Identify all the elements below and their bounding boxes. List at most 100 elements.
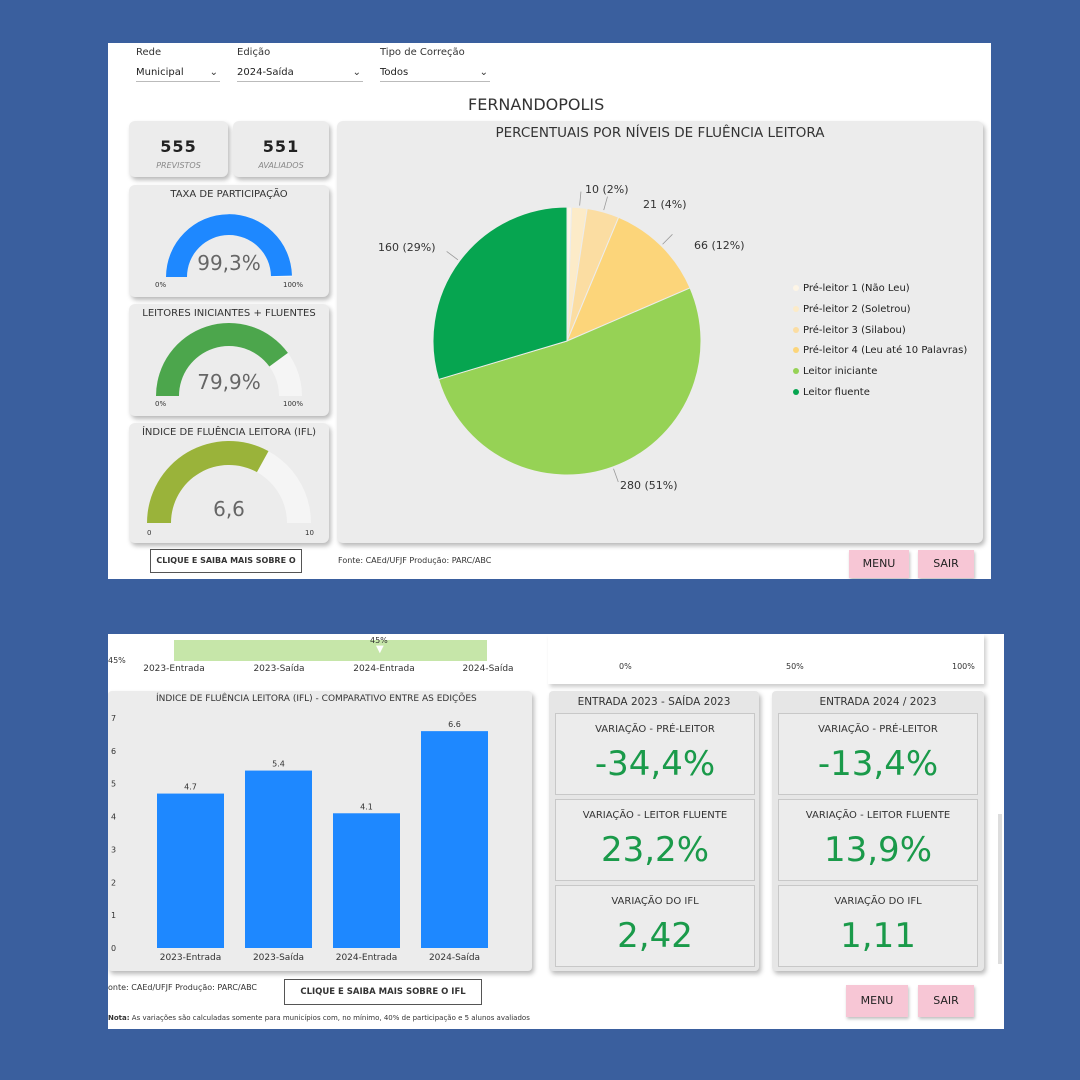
legend-label: Pré-leitor 3 (Silabou) xyxy=(803,325,906,336)
ifl-info-button[interactable]: CLIQUE E SAIBA MAIS SOBRE O IFL xyxy=(284,979,482,1005)
gauge-min-label: 0% xyxy=(155,281,167,289)
bar-2024-entrada[interactable] xyxy=(333,813,400,948)
partial-category: 2023-Entrada xyxy=(143,664,205,674)
legend-label: Leitor iniciante xyxy=(803,366,878,377)
bar-chart: 0 1 2 3 4 5 6 7 4.7 2023-Entrada 5.4 2023-Saída 4.1 2… xyxy=(111,714,488,963)
pie-leader-line xyxy=(613,468,619,483)
note-label: Nota: xyxy=(108,1014,130,1022)
legend-label: Leitor fluente xyxy=(803,387,870,398)
gauge-fill xyxy=(166,214,292,277)
partial-marker-icon: ▼ xyxy=(376,644,384,655)
partial-category: 2024-Entrada xyxy=(353,664,415,674)
variation-value: 23,2% xyxy=(600,830,709,870)
previstos-card: 555 PREVISTOS xyxy=(129,121,228,177)
partial-band xyxy=(174,640,487,661)
y-tick-label: 4 xyxy=(111,813,116,822)
variation-card-pre-leitor: VARIAÇÃO - PRÉ-LEITOR -34,4% xyxy=(555,713,755,795)
variation-panel-2023: ENTRADA 2023 - SAÍDA 2023 VARIAÇÃO - PRÉ… xyxy=(549,691,759,971)
pie-chart xyxy=(432,191,702,483)
chevron-down-icon: ⌄ xyxy=(479,67,488,78)
filter-edicao-label: Edição xyxy=(237,47,271,58)
pie-label-pre-leitor-2: 10 (2%) xyxy=(585,183,629,196)
variation-title: VARIAÇÃO DO IFL xyxy=(834,896,922,907)
gauge-leitores xyxy=(156,323,302,396)
previstos-value: 555 xyxy=(160,137,197,156)
pie-slice-leitor-iniciante[interactable] xyxy=(438,287,702,476)
gauge-max-label: 100% xyxy=(283,400,304,408)
city-title: FERNANDOPOLIS xyxy=(468,95,605,114)
ifl-info-button[interactable]: CLIQUE E SAIBA MAIS SOBRE O IFL xyxy=(150,549,302,579)
pie-label-leitor-fluente: 160 (29%) xyxy=(378,241,436,254)
filter-correcao-value: Todos xyxy=(380,67,409,78)
pie-label-leitor-iniciante: 280 (51%) xyxy=(620,479,678,492)
variation-value: 1,11 xyxy=(840,916,916,956)
note-text: Nota: As variações são calculadas soment… xyxy=(108,1014,530,1022)
legend-item-pre-leitor-2: Pré-leitor 2 (Soletrou) xyxy=(793,304,911,315)
variation-title: VARIAÇÃO - LEITOR FLUENTE xyxy=(805,810,951,821)
legend-dot xyxy=(793,327,799,333)
avaliados-card: 551 AVALIADOS xyxy=(233,121,329,177)
sair-button[interactable]: SAIR xyxy=(918,550,974,578)
bar-2023-saída[interactable] xyxy=(245,770,312,948)
gauge-fill xyxy=(156,323,288,396)
gauge-card-leitores: LEITORES INICIANTES + FLUENTES 79,9% 0% … xyxy=(129,304,329,416)
variation-card-ifl: VARIAÇÃO DO IFL 1,11 xyxy=(778,885,978,967)
partial-chart-left: 45% ▼ 45% 2023-Entrada 2023-Saída 2024-E… xyxy=(108,634,531,684)
legend-dot xyxy=(793,306,799,312)
variation-value: -34,4% xyxy=(594,744,716,784)
bar-2024-saída[interactable] xyxy=(421,731,488,948)
scrollbar-track[interactable] xyxy=(998,814,1002,964)
variation-value: 2,42 xyxy=(617,916,693,956)
legend-item-leitor-iniciante: Leitor iniciante xyxy=(793,366,877,377)
y-tick-label: 2 xyxy=(111,878,116,887)
ifl-bar-chart-card: ÍNDICE DE FLUÊNCIA LEITORA (IFL) - COMPA… xyxy=(108,691,532,971)
bar-value-label: 4.7 xyxy=(184,783,197,792)
variation-panel-2024: ENTRADA 2024 / 2023 VARIAÇÃO - PRÉ-LEITO… xyxy=(772,691,984,971)
variation-title: VARIAÇÃO - PRÉ-LEITOR xyxy=(818,724,938,735)
partial-chart-right: 0% 50% 100% xyxy=(548,634,984,684)
gauge-value: 6,6 xyxy=(213,497,245,521)
partial-tick: 100% xyxy=(952,662,975,671)
legend-item-pre-leitor-3: Pré-leitor 3 (Silabou) xyxy=(793,325,906,336)
partial-category: 2024-Saída xyxy=(462,664,514,674)
legend-label: Pré-leitor 2 (Soletrou) xyxy=(803,304,911,315)
variation-title: VARIAÇÃO - PRÉ-LEITOR xyxy=(595,724,715,735)
sair-button[interactable]: SAIR xyxy=(918,985,974,1017)
chevron-down-icon: ⌄ xyxy=(352,67,361,78)
menu-button[interactable]: MENU xyxy=(849,550,909,578)
source-text: Fonte: CAEd/UFJF Produção: PARC/ABC xyxy=(338,556,492,565)
pie-leader-line xyxy=(603,196,608,211)
variation-title: VARIAÇÃO - LEITOR FLUENTE xyxy=(582,810,728,821)
partial-axis-label: 45% xyxy=(108,656,126,665)
gauge-title: TAXA DE PARTICIPAÇÃO xyxy=(170,189,288,200)
filter-correcao-dropdown[interactable]: Todos ⌄ xyxy=(380,65,490,82)
gauge-min-label: 0% xyxy=(155,400,167,408)
pie-slice-pre-leitor-4[interactable] xyxy=(566,216,691,342)
variation-card-ifl: VARIAÇÃO DO IFL 2,42 xyxy=(555,885,755,967)
pie-chart-title: PERCENTUAIS POR NÍVEIS DE FLUÊNCIA LEITO… xyxy=(495,125,825,141)
dashboard-bottom-panel: 45% ▼ 45% 2023-Entrada 2023-Saída 2024-E… xyxy=(108,634,1004,1029)
note-body: As variações são calculadas somente para… xyxy=(131,1014,530,1022)
avaliados-value: 551 xyxy=(262,137,300,156)
avaliados-label: AVALIADOS xyxy=(258,161,304,170)
pie-leader-line xyxy=(446,251,459,261)
gauge-card-ifl: ÍNDICE DE FLUÊNCIA LEITORA (IFL) 6,6 0 1… xyxy=(129,423,329,543)
pie-leader-line xyxy=(662,234,673,245)
gauge-value: 79,9% xyxy=(197,370,261,394)
y-tick-label: 0 xyxy=(111,944,116,953)
filter-rede-dropdown[interactable]: Municipal ⌄ xyxy=(136,65,220,82)
gauge-card-participacao: TAXA DE PARTICIPAÇÃO 99,3% 0% 100% xyxy=(129,185,329,297)
y-tick-label: 7 xyxy=(111,714,116,723)
menu-button[interactable]: MENU xyxy=(846,985,908,1017)
bar-value-label: 5.4 xyxy=(272,760,285,769)
legend-dot xyxy=(793,347,799,353)
filter-edicao-dropdown[interactable]: 2024-Saída ⌄ xyxy=(237,65,363,82)
legend-item-leitor-fluente: Leitor fluente xyxy=(793,387,870,398)
partial-tick: 0% xyxy=(619,662,632,671)
gauge-max-label: 10 xyxy=(305,529,314,537)
pie-leader-line xyxy=(579,191,582,206)
variation-card-leitor-fluente: VARIAÇÃO - LEITOR FLUENTE 13,9% xyxy=(778,799,978,881)
pie-slice-leitor-fluente[interactable] xyxy=(432,206,568,381)
pie-label-pre-leitor-4: 66 (12%) xyxy=(694,239,745,252)
bar-2023-entrada[interactable] xyxy=(157,793,224,948)
